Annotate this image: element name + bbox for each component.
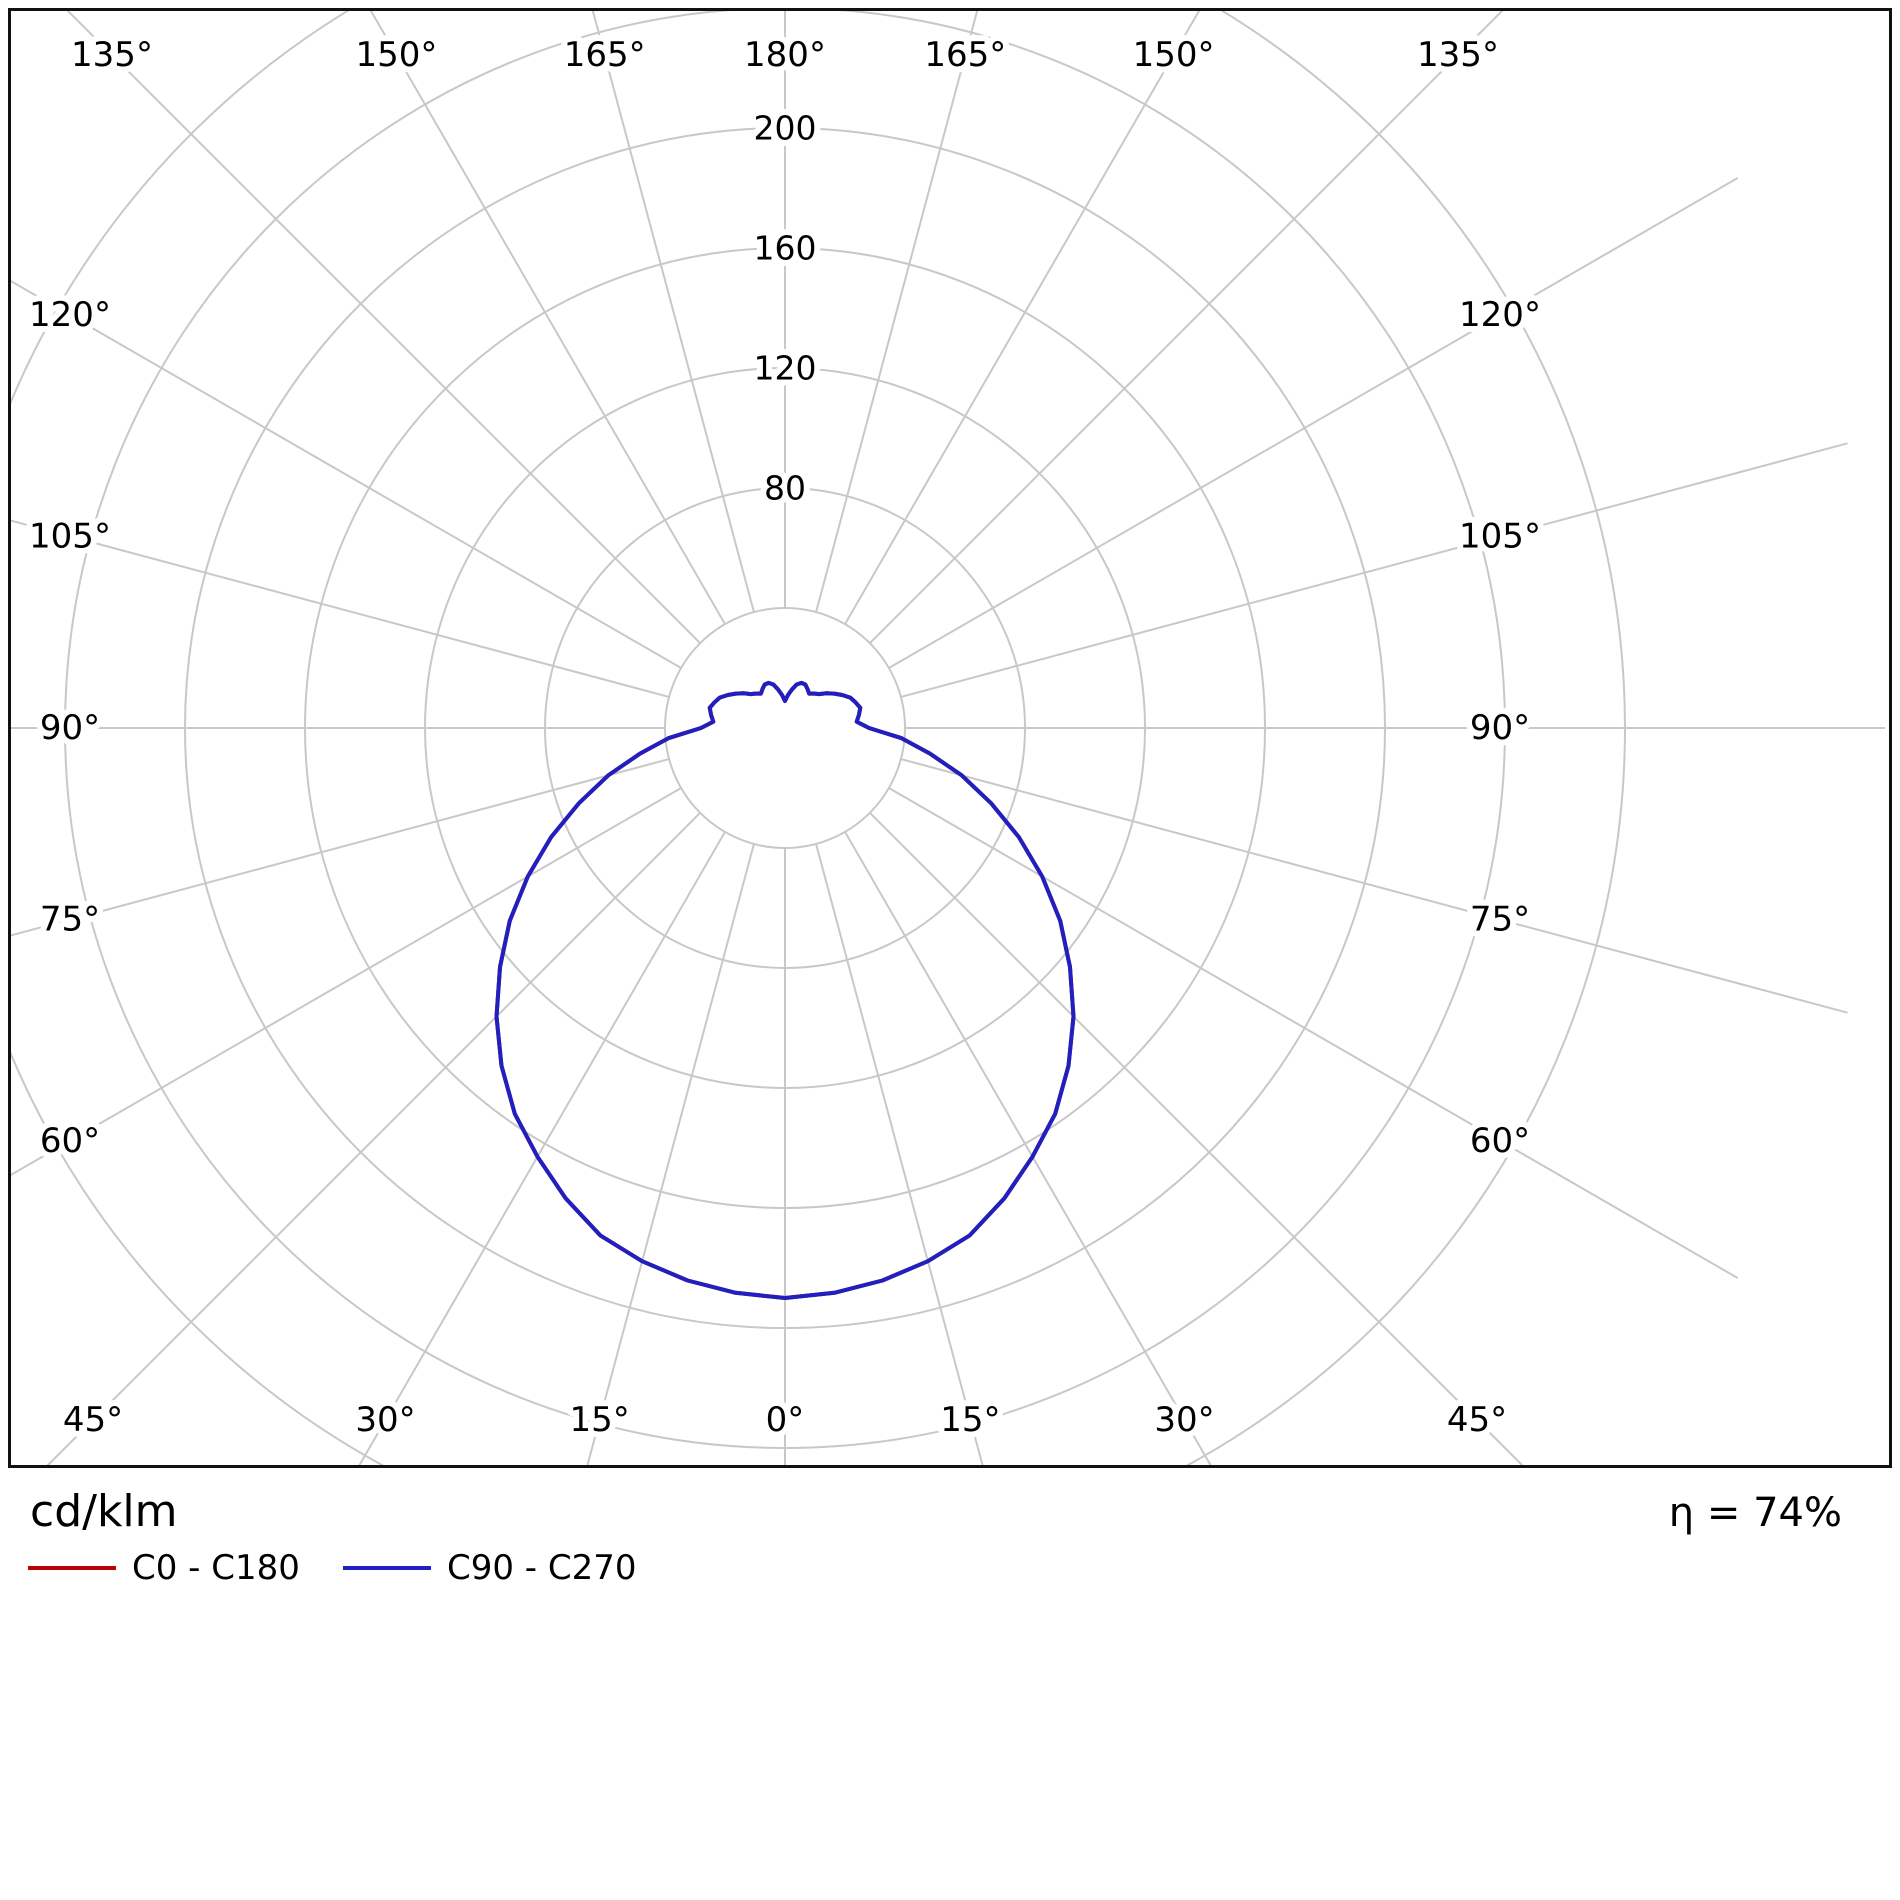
- svg-text:165°: 165°: [924, 35, 1006, 75]
- svg-text:90°: 90°: [1470, 708, 1530, 748]
- legend-label-c0-c180: C0 - C180: [132, 1548, 300, 1588]
- svg-text:30°: 30°: [1154, 1400, 1214, 1440]
- svg-text:60°: 60°: [40, 1121, 100, 1161]
- svg-text:120°: 120°: [1459, 295, 1541, 335]
- svg-text:75°: 75°: [40, 900, 100, 940]
- svg-text:45°: 45°: [63, 1400, 123, 1440]
- legend-swatch-blue: [343, 1566, 431, 1570]
- svg-text:90°: 90°: [40, 708, 100, 748]
- polar-grid: [11, 11, 1885, 1465]
- svg-text:80: 80: [764, 469, 806, 508]
- legend-item-c90-c270: C90 - C270: [343, 1548, 637, 1588]
- svg-text:150°: 150°: [355, 35, 437, 75]
- svg-text:120°: 120°: [29, 295, 111, 335]
- svg-text:160: 160: [754, 229, 817, 268]
- svg-text:200: 200: [754, 109, 817, 148]
- legend-label-c90-c270: C90 - C270: [447, 1548, 637, 1588]
- svg-text:180°: 180°: [744, 35, 826, 75]
- svg-text:150°: 150°: [1133, 35, 1215, 75]
- svg-text:135°: 135°: [1417, 35, 1499, 75]
- svg-text:15°: 15°: [940, 1400, 1000, 1440]
- svg-text:30°: 30°: [355, 1400, 415, 1440]
- curve-C90-C270: [494, 680, 1076, 1300]
- efficiency-label: η = 74%: [1668, 1490, 1842, 1536]
- svg-text:135°: 135°: [71, 35, 153, 75]
- svg-text:15°: 15°: [569, 1400, 629, 1440]
- legend-item-c0-c180: C0 - C180: [28, 1548, 300, 1588]
- svg-text:105°: 105°: [1459, 516, 1541, 556]
- axis-labels: 0° 15° 15° 30° 30° 45° 45° 60° 60° 75° 75° 90° 90° 10…: [23, 29, 1547, 1446]
- svg-text:105°: 105°: [29, 516, 111, 556]
- legend-swatch-red: [28, 1566, 116, 1570]
- intensity-curves: [494, 680, 1076, 1300]
- svg-text:60°: 60°: [1470, 1121, 1530, 1161]
- svg-text:45°: 45°: [1447, 1400, 1507, 1440]
- svg-text:75°: 75°: [1470, 900, 1530, 940]
- svg-text:165°: 165°: [564, 35, 646, 75]
- svg-text:0°: 0°: [766, 1400, 805, 1440]
- chart-border: [8, 8, 1892, 1468]
- svg-text:120: 120: [754, 349, 817, 388]
- units-label: cd/klm: [30, 1486, 178, 1537]
